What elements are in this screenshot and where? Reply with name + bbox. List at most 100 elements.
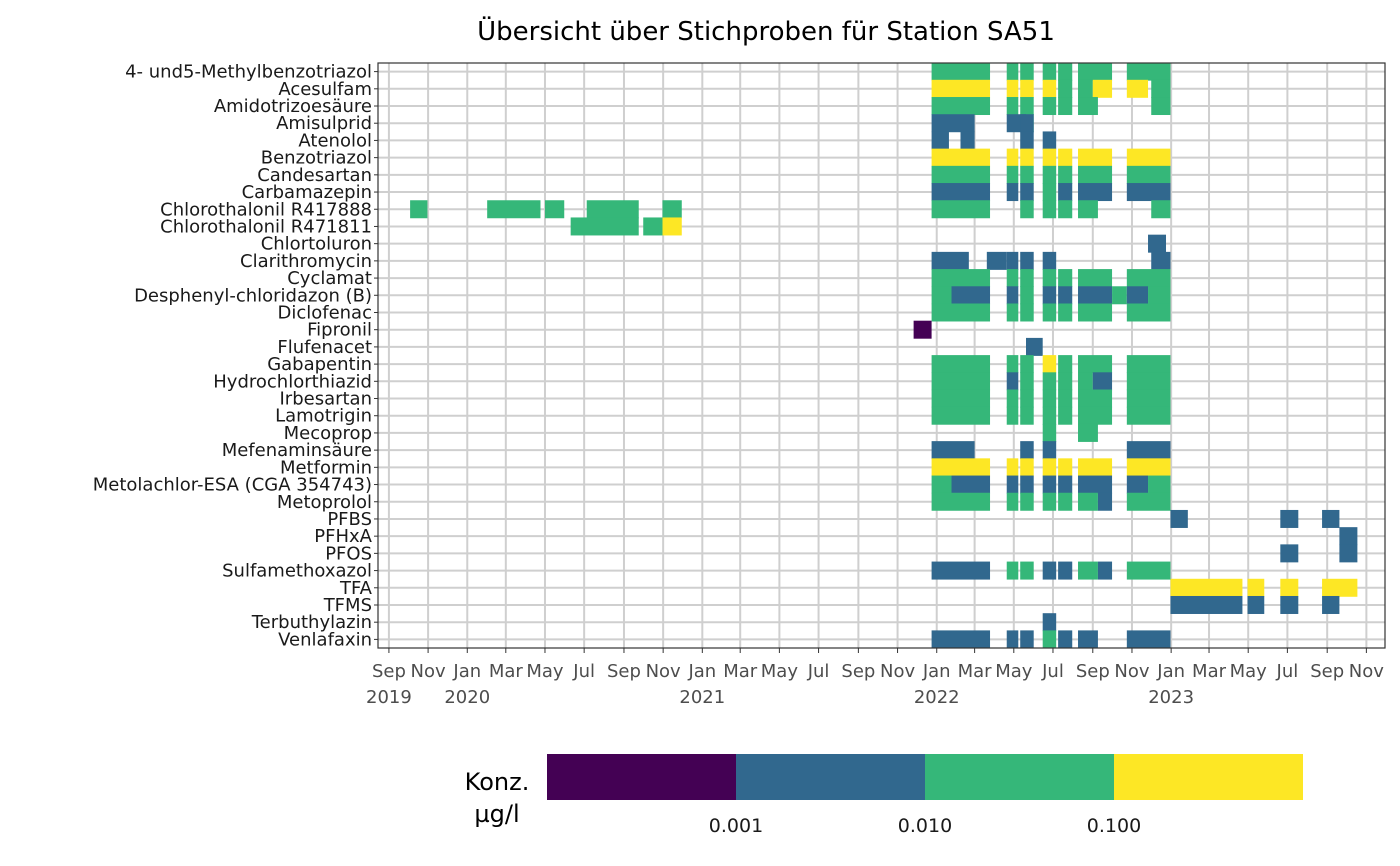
heatmap-tile [1020, 355, 1034, 374]
heatmap-tile [1078, 355, 1113, 374]
heatmap-tile [1078, 423, 1098, 442]
heatmap-tile [1020, 97, 1034, 116]
heatmap-tile [1058, 372, 1073, 391]
heatmap-tile [1006, 475, 1019, 494]
x-tick-label: May [995, 661, 1033, 682]
heatmap-tile [1058, 355, 1073, 374]
heatmap-tile [1280, 595, 1299, 614]
heatmap-tile [1042, 475, 1057, 494]
legend-color-swatch [736, 754, 925, 800]
heatmap-tile [1078, 475, 1113, 494]
heatmap-tile [986, 251, 1007, 270]
grid [378, 63, 1385, 648]
x-tick-year-label: 2022 [914, 687, 960, 708]
heatmap-tile [1078, 286, 1113, 305]
heatmap-tile [1126, 372, 1171, 391]
heatmap-tile [931, 303, 991, 322]
heatmap-tile [586, 200, 639, 219]
heatmap-tile [1006, 251, 1019, 270]
legend-color-swatch [547, 754, 736, 800]
legend-color-swatch [925, 754, 1114, 800]
heatmap-tile [931, 389, 991, 408]
heatmap-tile [1020, 79, 1034, 98]
heatmap-tile [1126, 389, 1171, 408]
heatmap-tile [1042, 303, 1057, 322]
heatmap-tile [1042, 183, 1057, 202]
heatmap-tile [1280, 509, 1299, 528]
x-tick-label: Nov [646, 661, 681, 682]
heatmap-tile [1078, 406, 1113, 425]
heatmap-tile [1020, 458, 1034, 477]
x-tick-label: Mar [1192, 661, 1227, 682]
heatmap-tile [1078, 183, 1113, 202]
heatmap-tile [1006, 406, 1019, 425]
heatmap-tile [1042, 561, 1057, 580]
heatmap-tile [1170, 509, 1188, 528]
heatmap-tile [1339, 544, 1358, 563]
heatmap-tile [1058, 458, 1073, 477]
heatmap-tile [1042, 458, 1057, 477]
heatmap-tile [1006, 389, 1019, 408]
heatmap-tile [1078, 148, 1113, 167]
x-tick-label: May [526, 661, 564, 682]
heatmap-tile [1042, 62, 1057, 81]
y-tick-label: Chlorothalonil R471811 [160, 216, 372, 237]
x-tick-label: Nov [1114, 661, 1149, 682]
heatmap-tile [1042, 406, 1057, 425]
legend-title-line1: Konz. [465, 768, 530, 796]
heatmap-tile [570, 217, 639, 236]
heatmap-tile [1126, 406, 1171, 425]
heatmap-tile [1126, 62, 1171, 81]
heatmap-tile [931, 561, 991, 580]
x-tick-year-label: 2023 [1148, 687, 1194, 708]
heatmap-tile [1092, 372, 1113, 391]
x-tick-label: Sep [1076, 661, 1110, 682]
y-tick-label: Clarithromycin [240, 251, 372, 272]
heatmap-tile [1126, 286, 1149, 305]
heatmap-tile [1170, 578, 1243, 597]
heatmap-tile [931, 114, 975, 133]
x-tick-label: Jan [452, 661, 481, 682]
heatmap-tile [1025, 337, 1043, 356]
x-tick-year-label: 2020 [444, 687, 490, 708]
heatmap-tile [1020, 165, 1034, 184]
heatmap-tile [1006, 183, 1019, 202]
heatmap-tile [1058, 492, 1073, 511]
heatmap-tile [1042, 165, 1057, 184]
heatmap-tile [1151, 251, 1171, 270]
y-tick-label: Amisulprid [276, 113, 372, 134]
heatmap-tile [1151, 79, 1171, 98]
y-tick-label: Metformin [280, 457, 372, 478]
x-tick-label: Nov [880, 661, 915, 682]
heatmap-tile [1020, 131, 1034, 150]
x-tick-label: Jul [807, 661, 830, 682]
x-tick-label: Sep [1310, 661, 1344, 682]
legend-color-swatch [1114, 754, 1303, 800]
heatmap-tile [410, 200, 428, 219]
tiles [410, 62, 1358, 649]
heatmap-tile [1126, 355, 1171, 374]
y-tick-label: Venlafaxin [278, 629, 372, 650]
heatmap-tile [1339, 527, 1358, 546]
heatmap-tile [1042, 372, 1057, 391]
heatmap-tile [1280, 544, 1299, 563]
heatmap-tile [1020, 389, 1034, 408]
heatmap-tile [1020, 630, 1034, 649]
heatmap-tile [1006, 79, 1019, 98]
heatmap-tile [1058, 561, 1073, 580]
heatmap-tile [931, 458, 991, 477]
heatmap-tile [931, 355, 991, 374]
heatmap-tile [931, 79, 991, 98]
heatmap-tile [1078, 62, 1113, 81]
y-axis-labels: 4- und5-MethylbenzotriazolAcesulfamAmido… [93, 62, 378, 650]
heatmap-tile [1020, 286, 1034, 305]
y-tick-label: Gabapentin [267, 354, 372, 375]
heatmap-tile [1020, 303, 1034, 322]
heatmap-tile [1126, 79, 1149, 98]
heatmap-tile [931, 406, 991, 425]
heatmap-tile [1126, 630, 1171, 649]
y-tick-label: Chlorothalonil R417888 [160, 199, 372, 220]
y-tick-label: Flufenacet [277, 337, 372, 358]
